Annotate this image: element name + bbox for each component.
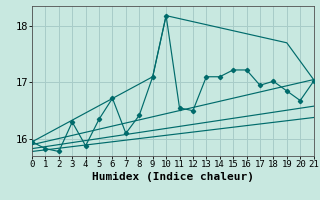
X-axis label: Humidex (Indice chaleur): Humidex (Indice chaleur) (92, 172, 254, 182)
